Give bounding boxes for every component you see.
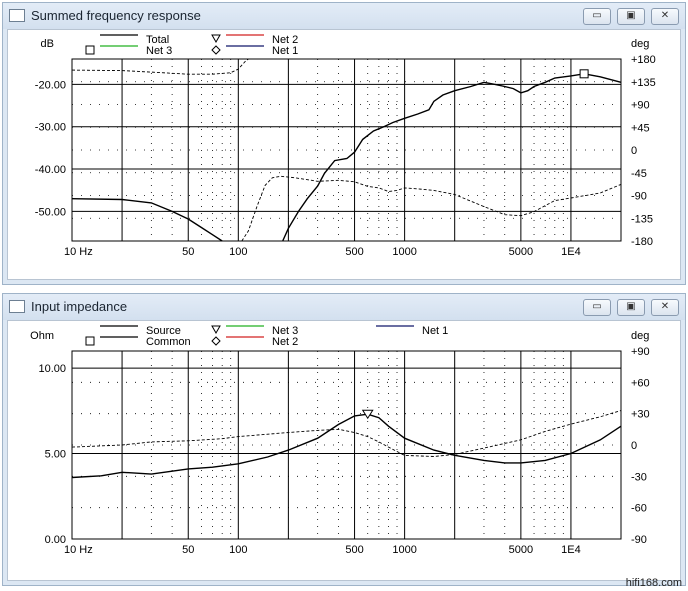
legend-marker-square xyxy=(85,336,95,346)
y-axis-label: dB xyxy=(41,38,54,50)
legend-label: Net 3 xyxy=(146,45,172,57)
y-tick-label: -50.00 xyxy=(35,206,66,218)
legend-label: Source xyxy=(146,325,181,337)
y2-tick-label: -135 xyxy=(631,213,653,225)
y2-tick-label: +90 xyxy=(631,100,650,112)
x-tick-label: 500 xyxy=(345,544,363,556)
x-tick-label: 50 xyxy=(182,246,194,258)
legend-label: Total xyxy=(146,34,169,46)
legend-label: Net 3 xyxy=(272,325,298,337)
x-tick-label: 1E4 xyxy=(561,544,581,556)
magnitude-curve xyxy=(71,198,223,242)
input-impedance-window: Input impedance ▭ ▣ ✕ 10 Hz 50 100 500 1000 5… xyxy=(2,293,686,586)
y2-axis-label: deg xyxy=(631,38,649,50)
legend-label: Net 1 xyxy=(422,325,448,337)
y2-tick-label: -90 xyxy=(631,534,647,546)
x-tick-label: 100 xyxy=(229,544,247,556)
y-tick-label: -30.00 xyxy=(35,122,66,134)
y2-tick-label: +45 xyxy=(631,122,650,134)
watermark: hifi168.com xyxy=(625,577,682,589)
y2-tick-label: -90 xyxy=(631,191,647,203)
x-tick-label: 1000 xyxy=(392,544,416,556)
legend-marker-triangle xyxy=(211,34,221,44)
x-tick-label: 100 xyxy=(229,246,247,258)
window-title: Summed frequency response xyxy=(31,8,201,23)
y-tick-label: 0.00 xyxy=(45,534,66,546)
maximize-button[interactable]: ▣ xyxy=(617,299,645,316)
y-tick-label: -40.00 xyxy=(35,164,66,176)
maximize-button[interactable]: ▣ xyxy=(617,8,645,25)
y2-tick-label: +135 xyxy=(631,77,656,89)
close-button[interactable]: ✕ xyxy=(651,8,679,25)
frequency-response-window: Summed frequency response ▭ ▣ ✕ 10 Hz 50 1… xyxy=(2,2,686,285)
legend-label: Net 2 xyxy=(272,34,298,46)
minimize-button[interactable]: ▭ xyxy=(583,8,611,25)
y2-tick-label: -60 xyxy=(631,503,647,515)
plot-frame xyxy=(71,58,622,242)
legend-label: Net 2 xyxy=(272,336,298,348)
graph-window-icon xyxy=(9,9,25,22)
legend-label: Common xyxy=(146,336,191,348)
title-bar[interactable]: Input impedance ▭ ▣ ✕ xyxy=(3,294,685,320)
x-tick-label: 1E4 xyxy=(561,246,581,258)
legend-label: Net 1 xyxy=(272,45,298,57)
plot-frame xyxy=(71,350,622,540)
y-tick-label: 10.00 xyxy=(38,363,66,375)
x-tick-label: 10 Hz xyxy=(64,246,93,258)
x-tick-label: 5000 xyxy=(509,544,533,556)
y-axis-label: Ohm xyxy=(30,330,54,342)
window-title: Input impedance xyxy=(31,299,128,314)
y2-tick-label: 0 xyxy=(631,145,637,157)
y2-axis-label: deg xyxy=(631,330,649,342)
y2-tick-label: +90 xyxy=(631,346,650,358)
x-tick-label: 5000 xyxy=(509,246,533,258)
x-tick-label: 500 xyxy=(345,246,363,258)
x-tick-label: 10 Hz xyxy=(64,544,93,556)
y2-tick-label: +30 xyxy=(631,409,650,421)
magnitude-curve xyxy=(282,73,622,242)
curve-marker-triangle xyxy=(361,409,374,420)
phase-curve xyxy=(241,175,622,242)
close-button[interactable]: ✕ xyxy=(651,299,679,316)
y-tick-label: -20.00 xyxy=(35,79,66,91)
legend-marker-diamond xyxy=(211,45,221,55)
y2-tick-label: -30 xyxy=(631,471,647,483)
y2-tick-label: -45 xyxy=(631,168,647,180)
x-tick-label: 1000 xyxy=(392,246,416,258)
curve-marker-square xyxy=(579,69,589,79)
graph-window-icon xyxy=(9,300,25,313)
input-impedance-chart: 10 Hz 50 100 500 1000 5000 1E4 10.00 5.00 0.00 +90… xyxy=(30,325,650,556)
chart-area: 10 Hz 50 100 500 1000 5000 1E4 -20.00 -30.00 -40.… xyxy=(7,29,681,280)
y2-tick-label: +60 xyxy=(631,377,650,389)
chart-area: 10 Hz 50 100 500 1000 5000 1E4 10.00 5.00 0.00 +90… xyxy=(7,320,681,581)
legend-marker-triangle xyxy=(211,325,221,335)
title-bar[interactable]: Summed frequency response ▭ ▣ ✕ xyxy=(3,3,685,29)
y2-tick-label: -180 xyxy=(631,236,653,248)
y2-tick-label: +180 xyxy=(631,54,656,66)
x-tick-label: 50 xyxy=(182,544,194,556)
y-tick-label: 5.00 xyxy=(45,449,66,461)
y2-tick-label: 0 xyxy=(631,440,637,452)
legend-marker-diamond xyxy=(211,336,221,346)
phase-curve xyxy=(71,58,249,75)
frequency-response-chart: 10 Hz 50 100 500 1000 5000 1E4 -20.00 -30.00 -40.… xyxy=(35,34,656,258)
minimize-button[interactable]: ▭ xyxy=(583,299,611,316)
legend-marker-square xyxy=(85,45,95,55)
